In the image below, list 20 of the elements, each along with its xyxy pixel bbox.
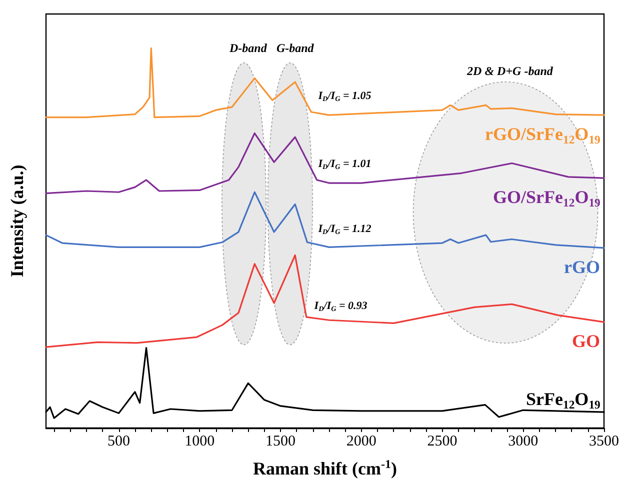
x-tick-label: 500 (108, 434, 130, 450)
annotation: I$_{D}$/I$_{G}$ = 0.93 (314, 300, 368, 313)
annotation: G-band (276, 41, 314, 56)
series-label: GO (572, 331, 600, 352)
x-tick-label: 1000 (184, 434, 215, 450)
annotation: I$_{D}$/I$_{G}$ = 1.01 (318, 158, 372, 171)
annotation: D-band (229, 41, 267, 56)
x-tick-label: 2500 (427, 434, 458, 450)
series-label: rGO (564, 256, 600, 277)
x-tick-label: 2000 (346, 434, 376, 450)
y-axis-title: Intensity (a.u.) (7, 164, 27, 278)
x-tick-label: 1500 (266, 434, 296, 450)
annotation: I$_{D}$/I$_{G}$ = 1.12 (318, 222, 372, 236)
series-label: SrFe$_{12}$O$_{19}$ (526, 389, 600, 412)
x-tick-label: 3500 (589, 434, 619, 450)
annotation: 2D & D+G -band (467, 64, 553, 78)
series-label: GO/SrFe$_{12}$O$_{19}$ (493, 187, 600, 210)
series-label: rGO/SrFe$_{12}$O$_{19}$ (485, 124, 600, 147)
x-tick-label: 3000 (508, 434, 538, 450)
annotation: I$_{D}$/I$_{G}$ = 1.05 (318, 90, 372, 103)
